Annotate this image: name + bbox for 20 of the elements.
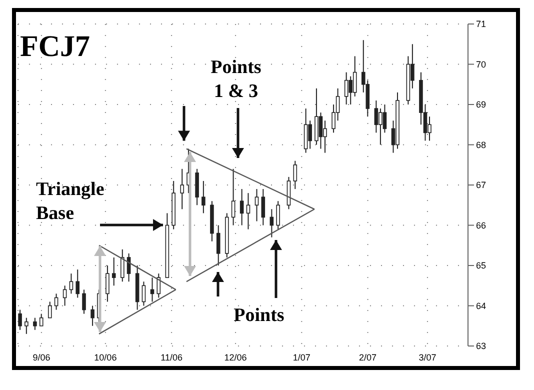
y-tick-label: 69 [476,100,486,110]
chart-title: FCJ7 [20,30,90,64]
x-tick-label: 11/06 [160,352,182,362]
y-tick-label: 68 [476,140,486,150]
annotation: Points 1 & 3 [210,56,262,104]
y-tick-label: 71 [476,19,486,30]
x-tick-label: 12/06 [224,352,247,362]
x-tick-label: 1/07 [292,352,310,362]
y-tick-label: 64 [476,300,486,311]
y-tick-label: 67 [476,180,486,190]
x-tick-label: 10/06 [94,352,117,362]
x-tick-label: 9/06 [32,352,50,362]
y-tick-label: 70 [476,59,486,70]
annotation: Points [232,304,286,328]
x-tick-label: 2/07 [358,352,377,362]
y-tick-label: 66 [476,220,486,230]
y-tick-label: 65 [476,260,486,271]
x-tick-label: 3/07 [418,352,436,362]
y-tick-label: 63 [476,341,486,352]
annotation: Triangle Base [36,178,106,226]
